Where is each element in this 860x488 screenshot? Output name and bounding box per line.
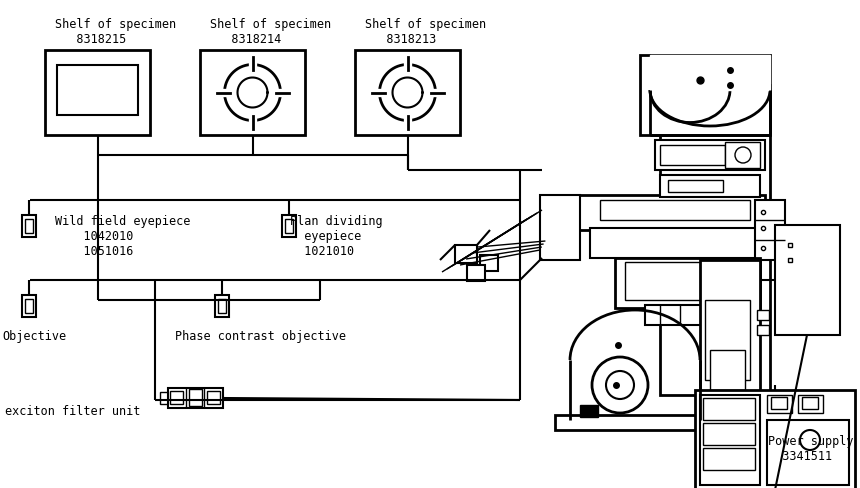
Bar xyxy=(615,258,760,308)
Bar xyxy=(725,142,760,168)
Text: exciton filter unit: exciton filter unit xyxy=(5,405,140,418)
Bar xyxy=(207,391,220,404)
Bar xyxy=(645,305,710,325)
Bar xyxy=(655,140,765,170)
Text: Shelf of specimen
   8318214: Shelf of specimen 8318214 xyxy=(210,18,331,46)
Bar xyxy=(215,295,229,317)
Bar xyxy=(640,55,770,135)
Bar xyxy=(757,310,769,320)
Bar xyxy=(767,395,792,413)
Bar xyxy=(168,388,223,408)
Bar xyxy=(22,295,36,317)
Bar xyxy=(218,299,226,313)
Bar xyxy=(467,265,485,281)
Bar xyxy=(25,219,33,233)
Bar xyxy=(703,398,755,420)
Bar xyxy=(775,225,840,335)
Bar xyxy=(710,350,745,390)
Bar xyxy=(660,175,760,197)
Bar xyxy=(580,405,598,417)
Text: Objective: Objective xyxy=(2,330,66,343)
Bar xyxy=(480,255,498,271)
Bar xyxy=(189,389,202,406)
Bar xyxy=(170,391,183,404)
Text: Phase contrast objective: Phase contrast objective xyxy=(175,330,346,343)
Text: Shelf of specimen
   8318215: Shelf of specimen 8318215 xyxy=(55,18,176,46)
Bar xyxy=(660,145,725,165)
Bar xyxy=(282,215,296,237)
Bar xyxy=(703,448,755,470)
Bar xyxy=(540,195,580,260)
Bar xyxy=(660,85,770,395)
Bar xyxy=(625,262,745,300)
Bar xyxy=(703,423,755,445)
Bar xyxy=(285,219,293,233)
Bar xyxy=(705,300,750,380)
Bar xyxy=(767,420,849,485)
Bar xyxy=(25,299,33,313)
Text: Shelf of specimen
   8318213: Shelf of specimen 8318213 xyxy=(365,18,486,46)
Bar xyxy=(45,50,150,135)
Bar xyxy=(757,325,769,335)
Bar xyxy=(798,395,823,413)
Bar xyxy=(600,200,750,220)
Text: Plan dividing
  eyepiece
  1021010: Plan dividing eyepiece 1021010 xyxy=(290,215,383,258)
Text: Wild field eyepiece
    1042010
    1051016: Wild field eyepiece 1042010 1051016 xyxy=(55,215,190,258)
Bar xyxy=(57,65,138,115)
Bar xyxy=(771,397,787,409)
Bar xyxy=(590,228,760,258)
Bar xyxy=(22,215,36,237)
Bar xyxy=(160,392,168,404)
Bar xyxy=(755,200,785,260)
Bar xyxy=(700,260,760,420)
Bar xyxy=(455,245,477,263)
Bar xyxy=(575,195,765,230)
Bar xyxy=(668,180,723,192)
Bar xyxy=(555,415,755,430)
Polygon shape xyxy=(650,55,770,90)
Bar xyxy=(355,50,460,135)
Bar xyxy=(695,390,855,488)
Bar xyxy=(700,395,760,485)
Bar xyxy=(200,50,305,135)
Text: Power supply
  3341511: Power supply 3341511 xyxy=(768,435,853,463)
Bar xyxy=(802,397,818,409)
